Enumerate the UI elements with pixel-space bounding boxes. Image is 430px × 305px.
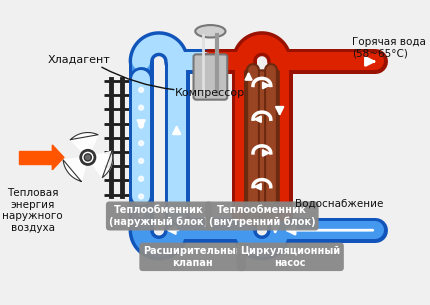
Polygon shape bbox=[52, 145, 64, 170]
FancyBboxPatch shape bbox=[245, 70, 279, 219]
Circle shape bbox=[138, 105, 144, 110]
Circle shape bbox=[81, 150, 95, 164]
Text: Тепловая
энергия
наружного
воздуха: Тепловая энергия наружного воздуха bbox=[3, 188, 63, 233]
Circle shape bbox=[84, 154, 92, 161]
Text: Компрессор: Компрессор bbox=[175, 88, 246, 98]
Polygon shape bbox=[91, 151, 113, 178]
Polygon shape bbox=[71, 132, 98, 154]
Circle shape bbox=[138, 88, 144, 92]
FancyBboxPatch shape bbox=[194, 54, 227, 100]
Circle shape bbox=[138, 176, 144, 181]
Text: Циркуляционный
насос: Циркуляционный насос bbox=[240, 246, 341, 268]
Circle shape bbox=[138, 194, 144, 199]
Text: Горячая вода
(58~65°C): Горячая вода (58~65°C) bbox=[353, 37, 427, 59]
Polygon shape bbox=[19, 151, 52, 163]
Circle shape bbox=[138, 141, 144, 146]
Polygon shape bbox=[63, 158, 86, 181]
Circle shape bbox=[138, 212, 144, 217]
Circle shape bbox=[138, 123, 144, 128]
Text: Водоснабжение: Водоснабжение bbox=[295, 199, 383, 209]
Circle shape bbox=[138, 159, 144, 163]
Text: Расширительный
клапан: Расширительный клапан bbox=[143, 246, 243, 268]
Text: Теплообменник
(внутренний блок): Теплообменник (внутренний блок) bbox=[209, 205, 315, 227]
Ellipse shape bbox=[195, 25, 225, 38]
Text: Хладагент: Хладагент bbox=[48, 55, 111, 65]
Text: Теплообменник
(наружный блок): Теплообменник (наружный блок) bbox=[109, 205, 209, 227]
